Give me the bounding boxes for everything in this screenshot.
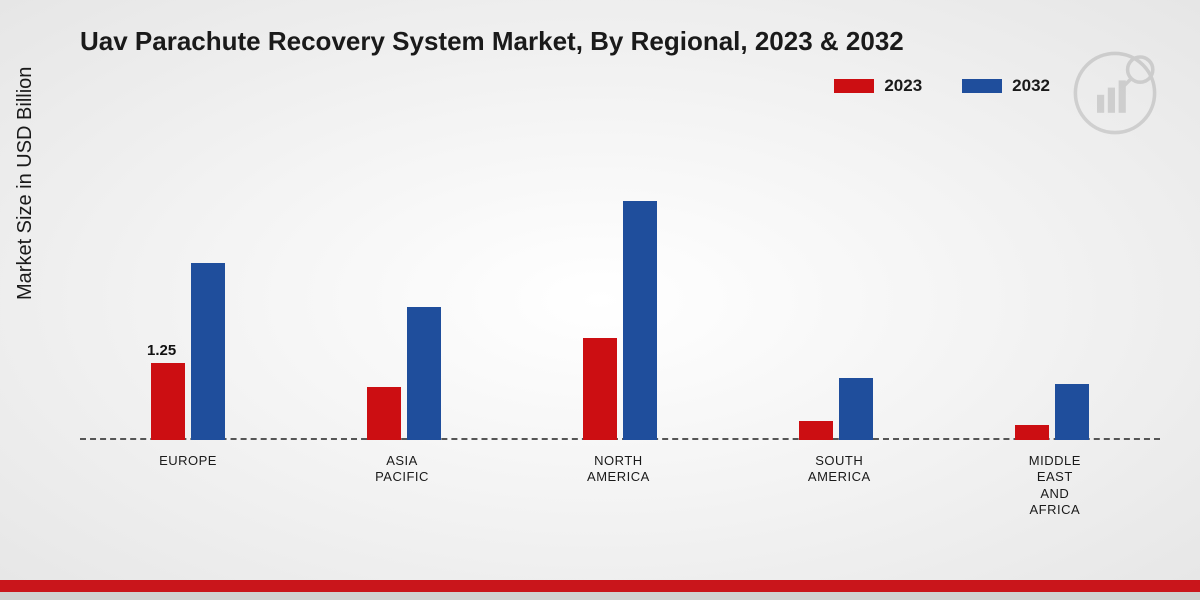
legend-label-2023: 2023 <box>884 76 922 96</box>
bar-2023 <box>1015 425 1049 441</box>
legend: 2023 2032 <box>834 76 1050 96</box>
bar-2032 <box>839 378 873 440</box>
y-axis-label: Market Size in USD Billion <box>14 67 37 300</box>
footer-stripe-grey <box>0 592 1200 600</box>
watermark-icon <box>1070 48 1160 138</box>
bar-2023 <box>367 387 401 440</box>
chart-canvas: Uav Parachute Recovery System Market, By… <box>0 0 1200 600</box>
bar-2032 <box>1055 384 1089 440</box>
bar-2032 <box>191 263 225 440</box>
footer-stripe-red <box>0 580 1200 592</box>
bar-2032 <box>407 307 441 440</box>
bar-2032 <box>623 201 657 440</box>
legend-item-2032: 2032 <box>962 76 1050 96</box>
bar-group <box>1015 384 1089 440</box>
bar-group <box>367 307 441 440</box>
legend-item-2023: 2023 <box>834 76 922 96</box>
bar-2023 <box>799 421 833 440</box>
x-tick-label: MIDDLE EAST AND AFRICA <box>1029 445 1081 520</box>
bar-2023 <box>151 363 185 441</box>
bar-group <box>583 201 657 440</box>
bar-2023 <box>583 338 617 440</box>
legend-swatch-2032 <box>962 79 1002 93</box>
x-axis-labels: EUROPE ASIA PACIFIC NORTH AMERICA SOUTH AME… <box>80 445 1160 520</box>
legend-label-2032: 2032 <box>1012 76 1050 96</box>
x-tick-label: ASIA PACIFIC <box>375 445 429 520</box>
bar-group <box>799 378 873 440</box>
x-tick-label: NORTH AMERICA <box>587 445 650 520</box>
bar-groups: 1.25 <box>80 130 1160 440</box>
value-label: 1.25 <box>147 342 176 359</box>
chart-title: Uav Parachute Recovery System Market, By… <box>80 26 904 57</box>
x-tick-label: SOUTH AMERICA <box>808 445 871 520</box>
x-tick-label: EUROPE <box>159 445 217 520</box>
bar-group: 1.25 <box>151 263 225 440</box>
plot-area: 1.25 EUROPE ASIA PACIFIC NORTH AMERICA SOUT… <box>80 130 1160 520</box>
legend-swatch-2023 <box>834 79 874 93</box>
